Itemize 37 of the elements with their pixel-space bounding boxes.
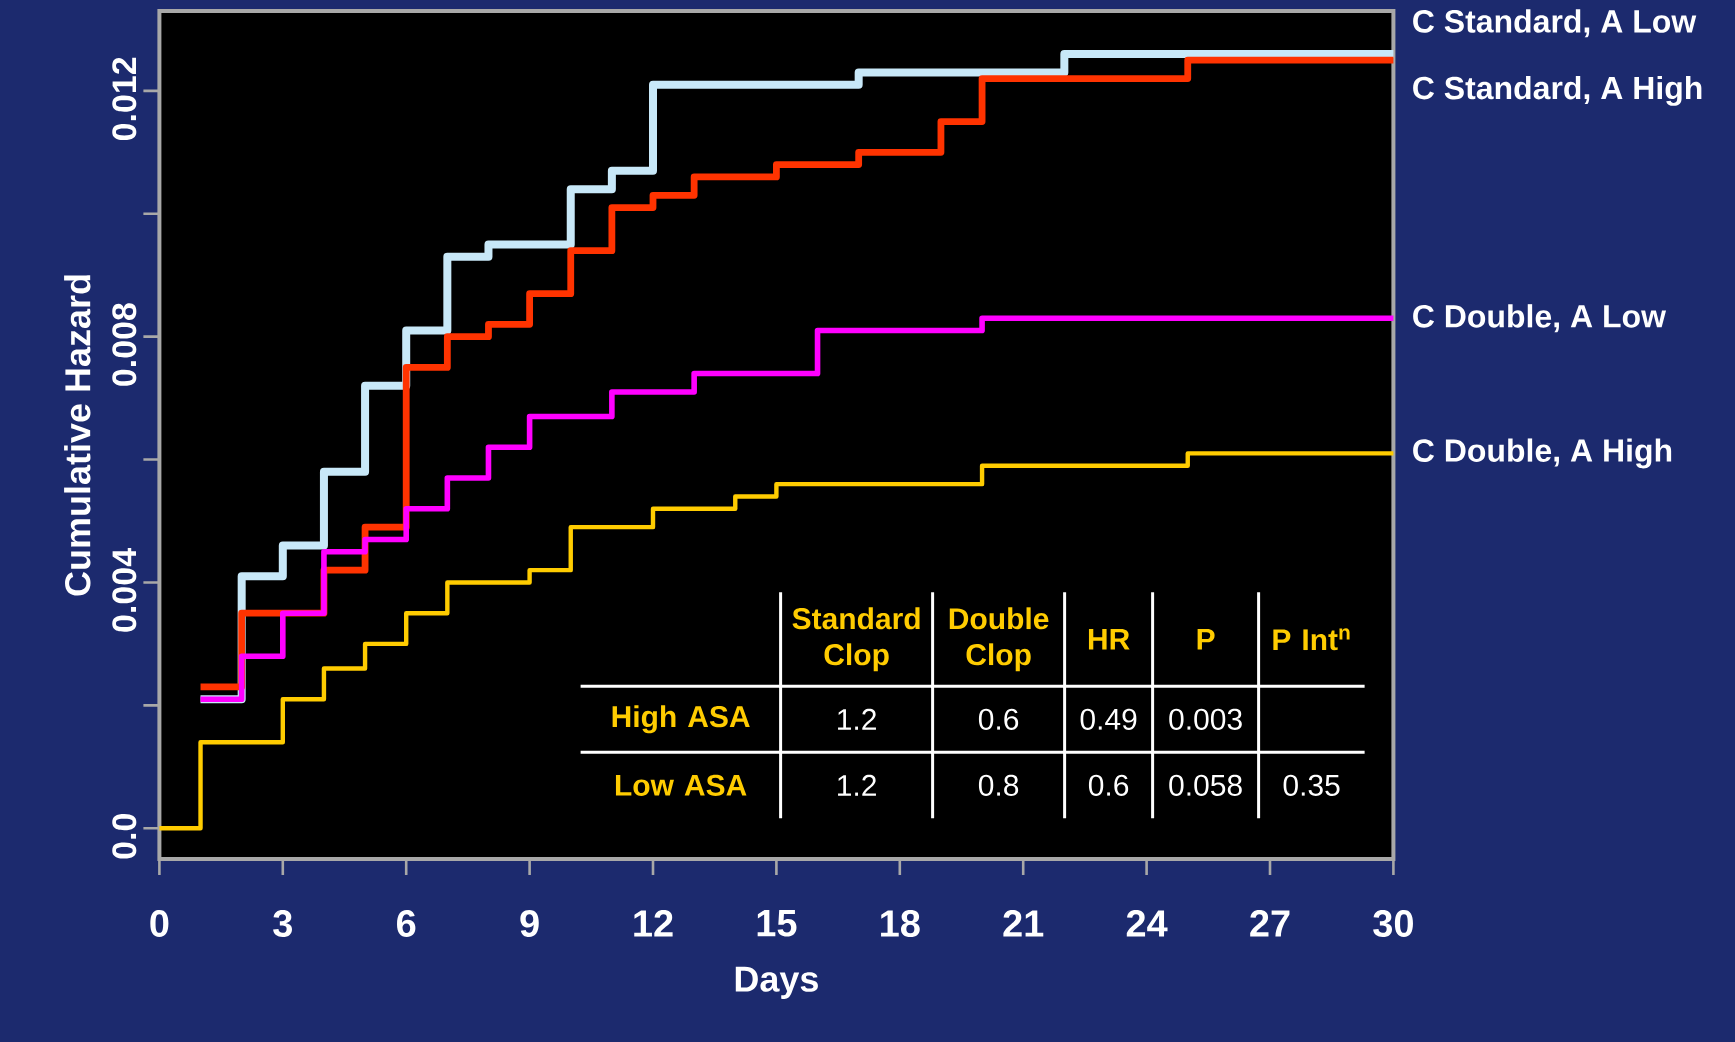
series-label: C Standard, A Low [1413, 9, 1697, 38]
x-tick-label: 27 [1250, 910, 1290, 937]
annotation: 0.35 [1283, 774, 1340, 796]
x-tick-label: 21 [1003, 910, 1044, 937]
series-label: C Double, A High [1413, 438, 1672, 469]
annotation: 0.003 [1169, 708, 1242, 730]
x-tick-label: 15 [757, 910, 797, 937]
x-tick-label: 18 [881, 910, 920, 937]
annotation: 0.6 [1088, 774, 1129, 796]
y-tick-label: 0.008 [112, 303, 137, 386]
y-tick-label: 0.0 [112, 814, 137, 859]
annotation: 0.8 [978, 774, 1019, 796]
annotation: High ASA [612, 705, 750, 734]
annotation: 0.058 [1169, 774, 1242, 796]
annotation: Double Clop [949, 607, 1049, 672]
series-label: C Double, A Low [1413, 304, 1667, 333]
x-tick-label: 6 [397, 910, 416, 937]
annotation: 0.49 [1080, 708, 1137, 730]
x-tick-label: 9 [520, 910, 539, 937]
x-axis-title: Days [735, 966, 818, 999]
x-tick-label: 0 [150, 910, 169, 937]
y-axis-title: Cumulative Hazard [64, 275, 91, 596]
annotation: P Int$^{n}$ [1273, 628, 1350, 651]
y-tick-label: 0.012 [112, 57, 137, 141]
x-tick-label: 3 [273, 910, 292, 938]
x-tick-label: 12 [634, 910, 673, 937]
annotation: Standard Clop [792, 607, 920, 672]
annotation: HR [1088, 628, 1130, 650]
x-tick-label: 30 [1373, 910, 1413, 938]
annotation: Low ASA [615, 774, 747, 796]
annotation: 1.2 [838, 708, 876, 730]
annotation: 0.6 [978, 708, 1019, 730]
y-tick-label: 0.004 [112, 548, 137, 632]
annotation: 1.2 [838, 774, 876, 796]
series-label: C Standard, A High [1413, 75, 1702, 106]
annotation: P [1197, 628, 1215, 650]
x-tick-label: 24 [1126, 910, 1168, 937]
